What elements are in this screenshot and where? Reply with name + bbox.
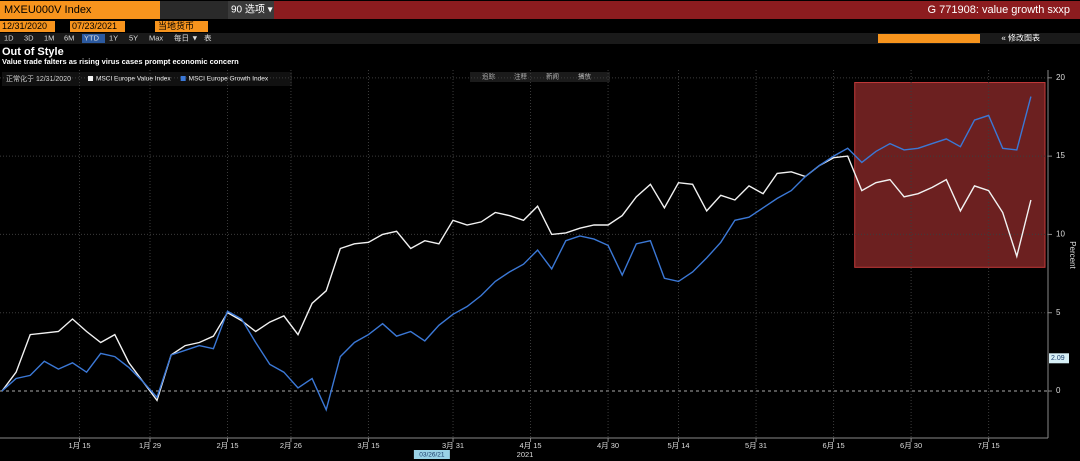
chart-title: Out of Style	[2, 46, 64, 58]
period-button[interactable]: Max	[149, 33, 163, 42]
currency-box[interactable]	[155, 21, 208, 32]
x-tick-label: 3月 31	[442, 441, 464, 450]
legend-box	[2, 72, 292, 86]
chart-id: G 771908: value growth sxxp	[928, 4, 1070, 16]
chart-tool[interactable]: 播放	[578, 72, 592, 81]
x-tick-label: 1月 15	[68, 441, 90, 450]
crosshair-date: 03/26/21	[419, 452, 445, 459]
period-button[interactable]: 每日 ▼	[174, 32, 199, 42]
period-button[interactable]: YTD	[84, 33, 100, 42]
y-tick-label: 0	[1056, 386, 1061, 395]
crosshair-value: 2.09	[1051, 355, 1065, 362]
series-line	[1, 96, 1032, 412]
note-box[interactable]	[878, 34, 980, 43]
period-button[interactable]: 6M	[64, 33, 74, 42]
ticker-box[interactable]	[0, 1, 160, 19]
chart-tool[interactable]: 追踪	[482, 72, 496, 81]
crosshair-value-box	[1049, 353, 1069, 364]
start-date-box[interactable]	[0, 21, 55, 32]
ticker[interactable]: MXEU000V Index	[4, 4, 92, 16]
x-tick-label: 3月 15	[357, 441, 379, 450]
y-axis-label: Percent	[1068, 241, 1077, 269]
toolbar	[0, 33, 1080, 44]
x-tick-label: 5月 14	[667, 441, 689, 450]
end-date-box[interactable]	[70, 21, 125, 32]
period-button[interactable]: 表	[204, 32, 212, 42]
period-button[interactable]: 1D	[4, 33, 14, 42]
crosshair-date-box	[413, 450, 450, 459]
x-tick-label: 2月 26	[280, 441, 302, 450]
legend-label: MSCI Europe Growth Index	[189, 76, 269, 83]
currency[interactable]: 当地货币	[158, 20, 194, 31]
y-tick-label: 10	[1056, 230, 1065, 239]
x-tick-label: 1月 29	[139, 441, 161, 450]
start-date[interactable]: 12/31/2020	[2, 21, 47, 31]
period-button[interactable]: 3D	[24, 33, 34, 42]
edit-chart[interactable]: « 修改图表	[1001, 33, 1040, 43]
chart-subtitle: Value trade falters as rising virus case…	[2, 57, 239, 66]
y-tick-label: 15	[1056, 151, 1065, 160]
y-tick-label: 20	[1056, 73, 1065, 82]
chart-tool[interactable]: 新闻	[546, 72, 559, 81]
y-tick-label: 5	[1056, 308, 1061, 317]
x-axis-label: 2021	[517, 450, 534, 459]
options[interactable]: 90 选项 ▾	[231, 3, 273, 16]
title-bar	[274, 1, 1080, 19]
series-line	[1, 155, 1032, 402]
tools-box	[470, 72, 610, 82]
x-tick-label: 6月 30	[900, 441, 922, 450]
blank-box	[160, 1, 228, 19]
period-button[interactable]: 1Y	[109, 33, 118, 42]
x-tick-label: 6月 15	[823, 441, 845, 450]
period-button[interactable]: 5Y	[129, 33, 138, 42]
highlight-box	[854, 82, 1046, 268]
end-date[interactable]: 07/23/2021	[72, 21, 117, 31]
normalized-note: 正常化于 12/31/2020	[6, 74, 71, 83]
period-button[interactable]: 1M	[44, 33, 54, 42]
chart-tool[interactable]: 注释	[514, 72, 528, 81]
legend-swatch	[180, 76, 186, 81]
x-tick-label: 4月 30	[597, 441, 619, 450]
x-tick-label: 5月 31	[745, 441, 767, 450]
options-box[interactable]	[228, 1, 274, 19]
x-tick-label: 4月 15	[519, 441, 541, 450]
legend-label: MSCI Europe Value Index	[96, 76, 171, 83]
x-tick-label: 7月 15	[978, 441, 1000, 450]
legend-swatch	[88, 76, 93, 81]
x-tick-label: 2月 15	[216, 441, 238, 450]
period-selected	[82, 34, 105, 43]
